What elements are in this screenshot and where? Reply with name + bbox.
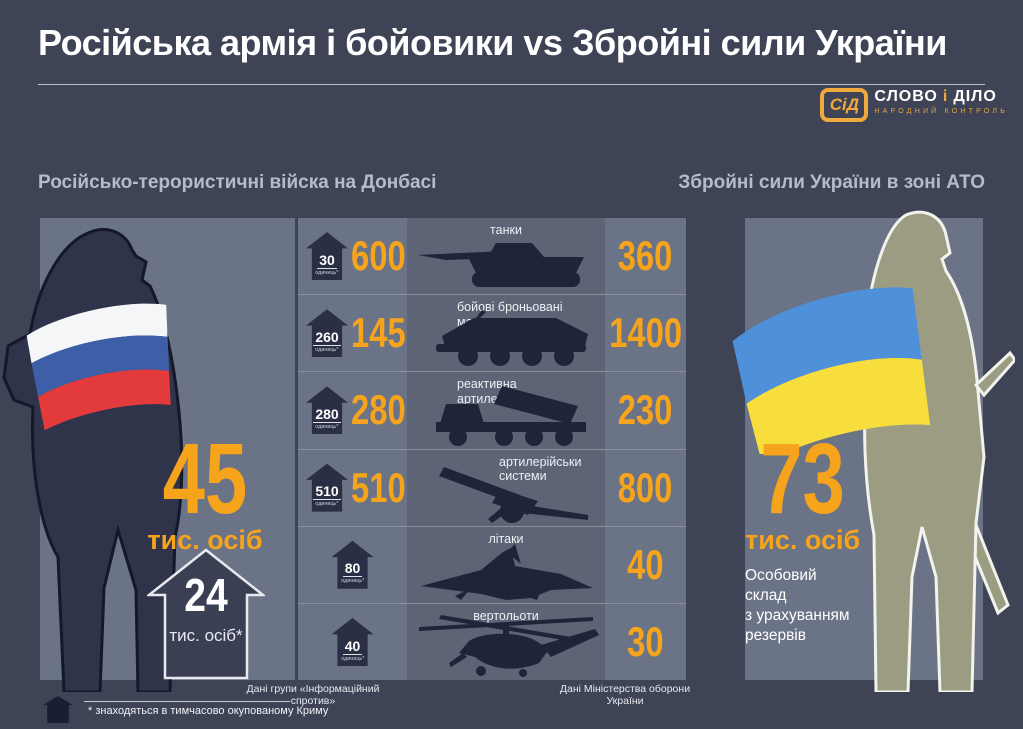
equipment-comparison-table: 30 одиниць* 600 танки 36 [298, 218, 686, 681]
russia-cell: 40 одиниць* [298, 603, 407, 681]
ukraine-cell: 40 [605, 526, 686, 603]
equipment-cell: артилерійськи системи [407, 449, 605, 526]
crimea-units-label: одиниць* [315, 347, 339, 353]
fighter-jet-icon [421, 543, 593, 600]
table-row: 40 одиниць* вертольоти [298, 603, 686, 681]
ukraine-cell: 360 [605, 218, 686, 295]
equipment-cell: бойові броньовані машини [407, 295, 605, 372]
crimea-units-label: одиниць* [315, 424, 339, 430]
brand-logo: СіД СЛОВО і ДІЛО НАРОДНИЙ КОНТРОЛЬ [820, 88, 1008, 122]
ukraine-total-unit: тис. осіб [745, 525, 861, 555]
equipment-label: танки [490, 223, 522, 237]
crimea-personnel-value: 24 [184, 569, 228, 621]
ukraine-cell: 30 [605, 603, 686, 681]
source-left: Дані групи «Інформаційний спротив» [246, 683, 380, 707]
ukraine-personnel-note: Особовий склад з урахуванням резервів [745, 566, 875, 647]
legend-divider [84, 701, 290, 702]
crimea-units-value: 40 [342, 637, 363, 655]
crimea-units-badge: 510 одиниць* [306, 463, 348, 512]
note-line: склад [745, 587, 787, 605]
house-arrow-icon [147, 548, 265, 680]
tank-icon [418, 243, 584, 288]
apc-icon [436, 310, 588, 367]
crimea-personnel-unit: тис. осіб* [169, 626, 243, 645]
table-row: 80 одиниць* літаки 40 [298, 526, 686, 604]
russia-value: 510 [351, 463, 406, 511]
russia-total-personnel: 45 [162, 423, 248, 535]
crimea-units-label: одиниць* [340, 655, 365, 662]
russia-cell: 30 одиниць* 600 [298, 218, 407, 295]
russia-total-unit: тис. осіб [147, 525, 263, 555]
logo-word2: ДІЛО [953, 88, 997, 105]
left-section-header: Російсько-терористичні війска на Донбасі [38, 172, 437, 193]
helicopter-icon [419, 615, 599, 678]
mlrs-icon [436, 385, 586, 446]
equipment-cell: літаки [407, 526, 605, 603]
crimea-units-label: одиниць* [315, 270, 339, 276]
crimea-units-value: 30 [317, 251, 337, 269]
ukraine-value: 800 [618, 463, 673, 511]
crimea-units-value: 80 [342, 560, 363, 578]
russia-value: 280 [351, 386, 406, 434]
howitzer-icon [439, 466, 588, 523]
house-arrow-legend-icon [43, 696, 73, 723]
crimea-units-value: 260 [313, 328, 341, 346]
header-divider [38, 84, 985, 85]
crimea-footnote: * знаходяться в тимчасово окупованому Кр… [88, 705, 329, 717]
note-line: Особовий [745, 567, 817, 584]
russia-cell: 280 одиниць* 280 [298, 372, 407, 449]
page-title: Російська армія і бойовики vs Збройні си… [38, 22, 947, 63]
crimea-units-value: 510 [313, 483, 341, 501]
equipment-label: літаки [488, 531, 524, 546]
crimea-units-label: одиниць* [315, 501, 339, 507]
crimea-units-badge: 80 одиниць* [331, 540, 374, 589]
crimea-units-label: одиниць* [340, 578, 365, 585]
crimea-units-badge: 40 одиниць* [331, 617, 374, 666]
crimea-units-badge: 30 одиниць* [306, 232, 348, 281]
equipment-label: артилерійськи системи [499, 454, 582, 483]
table-row: 260 одиниць* 1450 бойові броньовані маши… [298, 295, 686, 373]
equipment-cell: реактивна артилерія [407, 372, 605, 449]
source-right: Дані Міністерства оборони України [559, 683, 691, 707]
russia-cell: 510 одиниць* 510 [298, 449, 407, 526]
table-row: 510 одиниць* 510 артилерійськи системи [298, 449, 686, 527]
table-row: 280 одиниць* 280 реактивна артилерія [298, 372, 686, 450]
logo-subtitle: НАРОДНИЙ КОНТРОЛЬ [874, 108, 1008, 115]
logo-word1: СЛОВО [874, 88, 938, 105]
crimea-units-value: 280 [313, 406, 341, 424]
ukraine-cell: 230 [605, 372, 686, 449]
note-line: резервів [745, 627, 806, 645]
crimea-personnel-badge: 24 тис. осіб* [147, 548, 265, 680]
equipment-label: вертольоти [473, 608, 539, 623]
crimea-units-badge: 280 одиниць* [306, 386, 348, 435]
ukraine-value: 30 [627, 617, 664, 665]
ukraine-value: 1400 [609, 309, 682, 357]
russian-flag-icon [26, 303, 171, 430]
ukraine-cell: 1400 [605, 295, 686, 372]
logo-text: СЛОВО і ДІЛО НАРОДНИЙ КОНТРОЛЬ [874, 88, 1008, 115]
russia-value: 600 [351, 232, 406, 280]
equipment-cell: вертольоти [407, 603, 605, 681]
russia-cell: 260 одиниць* 1450 [298, 295, 424, 372]
ukraine-value: 230 [618, 386, 673, 434]
ukraine-value: 360 [618, 232, 673, 280]
ukraine-cell: 800 [605, 449, 686, 526]
right-section-header: Збройні сили України в зоні АТО [678, 172, 985, 193]
note-line: з урахуванням [745, 607, 850, 625]
crimea-units-badge: 260 одиниць* [306, 309, 348, 358]
equipment-cell: танки [407, 218, 605, 295]
russia-cell: 80 одиниць* [298, 526, 407, 603]
logo-conj: і [942, 88, 949, 105]
table-row: 30 одиниць* 600 танки 36 [298, 218, 686, 296]
ukrainian-flag-icon [732, 287, 930, 454]
ukraine-value: 40 [627, 540, 664, 588]
logo-mark-icon: СіД [820, 88, 869, 122]
ukraine-total-personnel: 73 [760, 423, 845, 535]
